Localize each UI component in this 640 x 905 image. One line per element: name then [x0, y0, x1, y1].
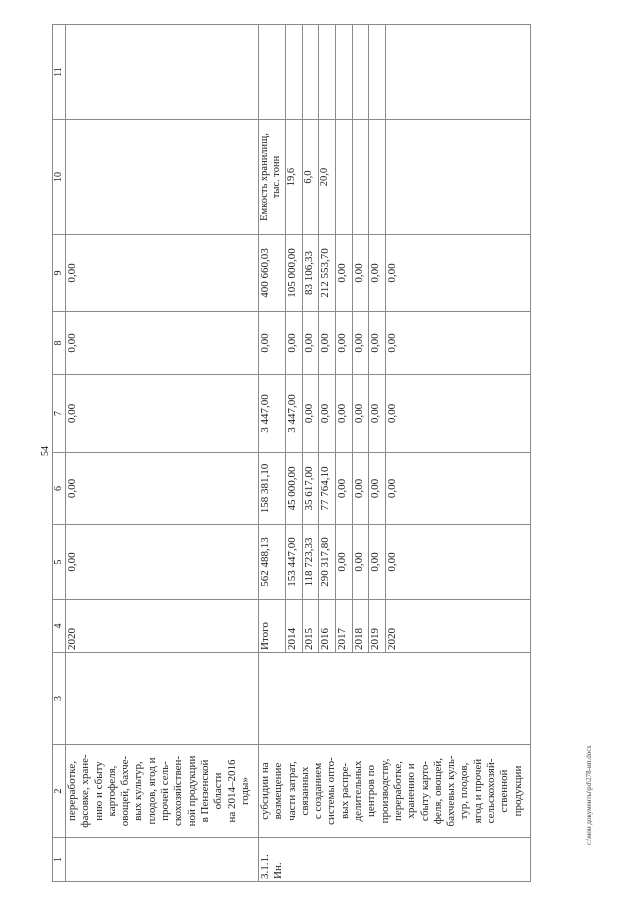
indicator-cell — [335, 119, 353, 235]
value-cell: 77 764,10 — [318, 452, 336, 525]
indicator-cell: 20,0 — [318, 119, 336, 235]
year-cell: 2020 — [65, 599, 259, 653]
value-cell: 0,00 — [335, 524, 353, 600]
note-cell — [368, 24, 386, 120]
program-table: 1 2 3 4 5 6 7 8 9 10 11 переработке, фасовке, хране… — [52, 24, 531, 882]
item-number-cell — [65, 837, 259, 882]
value-cell: 45 000,00 — [285, 452, 303, 525]
note-cell — [385, 24, 531, 120]
value-cell: 0,00 — [352, 374, 369, 453]
value-cell: 0,00 — [368, 524, 386, 600]
note-cell — [65, 24, 259, 120]
value-cell: 290 317,80 — [318, 524, 336, 600]
table-row: 3.1.1. Ин. субсидии на возмещение части з… — [258, 24, 531, 882]
file-path-footer: c:\мои документы\pd\278-ип.docx — [585, 745, 593, 845]
value-cell: 212 553,70 — [318, 234, 336, 312]
table-row: переработке, фасовке, хране- нию и сбыту… — [65, 24, 259, 882]
value-cell: 0,00 — [65, 374, 259, 453]
value-cell: 0,00 — [302, 374, 319, 453]
value-cell: 0,00 — [385, 524, 531, 600]
value-cell: 0,00 — [368, 374, 386, 453]
indicator-cell — [65, 119, 259, 235]
value-cell: 0,00 — [335, 311, 353, 375]
value-cell: 0,00 — [318, 311, 336, 375]
value-cell: 0,00 — [352, 524, 369, 600]
note-cell — [258, 24, 286, 120]
value-cell: 0,00 — [65, 524, 259, 600]
value-cell: 0,00 — [368, 311, 386, 375]
executor-cell — [258, 652, 531, 745]
column-header: 1 — [52, 837, 66, 882]
column-header: 8 — [52, 311, 66, 375]
value-cell: 0,00 — [352, 452, 369, 525]
value-cell: 400 660,03 — [258, 234, 286, 312]
value-cell: 0,00 — [368, 452, 386, 525]
value-cell: 0,00 — [385, 234, 531, 312]
value-cell: 0,00 — [335, 374, 353, 453]
page-number: 54 — [40, 446, 51, 456]
note-cell — [302, 24, 319, 120]
note-cell — [335, 24, 353, 120]
column-header: 2 — [52, 744, 66, 838]
column-header: 3 — [52, 652, 66, 745]
value-cell: 0,00 — [318, 374, 336, 453]
value-cell: 0,00 — [65, 311, 259, 375]
indicator-cell: 19,6 — [285, 119, 303, 235]
year-cell: 2020 — [385, 599, 531, 653]
year-cell: 2016 — [318, 599, 336, 653]
value-cell: 3 447,00 — [285, 374, 303, 453]
column-header: 5 — [52, 524, 66, 600]
value-cell: 105 000,00 — [285, 234, 303, 312]
note-cell — [285, 24, 303, 120]
value-cell: 83 106,33 — [302, 234, 319, 312]
value-cell: 0,00 — [258, 311, 286, 375]
year-cell: 2015 — [302, 599, 319, 653]
value-cell: 0,00 — [368, 234, 386, 312]
value-cell: 0,00 — [335, 452, 353, 525]
column-header: 7 — [52, 374, 66, 453]
year-cell: 2014 — [285, 599, 303, 653]
value-cell: 0,00 — [285, 311, 303, 375]
value-cell: 562 488,13 — [258, 524, 286, 600]
column-header: 11 — [52, 24, 66, 120]
column-header: 10 — [52, 119, 66, 235]
year-cell: 2017 — [335, 599, 353, 653]
value-cell: 0,00 — [352, 311, 369, 375]
item-number-cell: 3.1.1. Ин. — [258, 837, 531, 882]
indicator-cell: Емкость хранилищ, тыс. тонн — [258, 119, 286, 235]
value-cell: 0,00 — [385, 311, 531, 375]
indicator-cell: 6,0 — [302, 119, 319, 235]
value-cell: 0,00 — [335, 234, 353, 312]
year-cell: Итого — [258, 599, 286, 653]
year-cell: 2018 — [352, 599, 369, 653]
value-cell: 0,00 — [385, 374, 531, 453]
header-row: 1 2 3 4 5 6 7 8 9 10 11 — [52, 24, 66, 882]
value-cell: 0,00 — [65, 452, 259, 525]
description-cell: субсидии на возмещение части затрат, свя… — [258, 744, 531, 838]
value-cell: 0,00 — [352, 234, 369, 312]
year-cell: 2019 — [368, 599, 386, 653]
value-cell: 153 447,00 — [285, 524, 303, 600]
description-cell: переработке, фасовке, хране- нию и сбыту… — [65, 744, 259, 838]
executor-cell — [65, 652, 259, 745]
value-cell: 0,00 — [385, 452, 531, 525]
indicator-cell — [368, 119, 386, 235]
note-cell — [318, 24, 336, 120]
column-header: 4 — [52, 599, 66, 653]
value-cell: 35 617,00 — [302, 452, 319, 525]
value-cell: 3 447,00 — [258, 374, 286, 453]
value-cell: 0,00 — [65, 234, 259, 312]
note-cell — [352, 24, 369, 120]
column-header: 6 — [52, 452, 66, 525]
value-cell: 0,00 — [302, 311, 319, 375]
column-header: 9 — [52, 234, 66, 312]
indicator-cell — [352, 119, 369, 235]
indicator-cell — [385, 119, 531, 235]
value-cell: 158 381,10 — [258, 452, 286, 525]
value-cell: 118 723,33 — [302, 524, 319, 600]
